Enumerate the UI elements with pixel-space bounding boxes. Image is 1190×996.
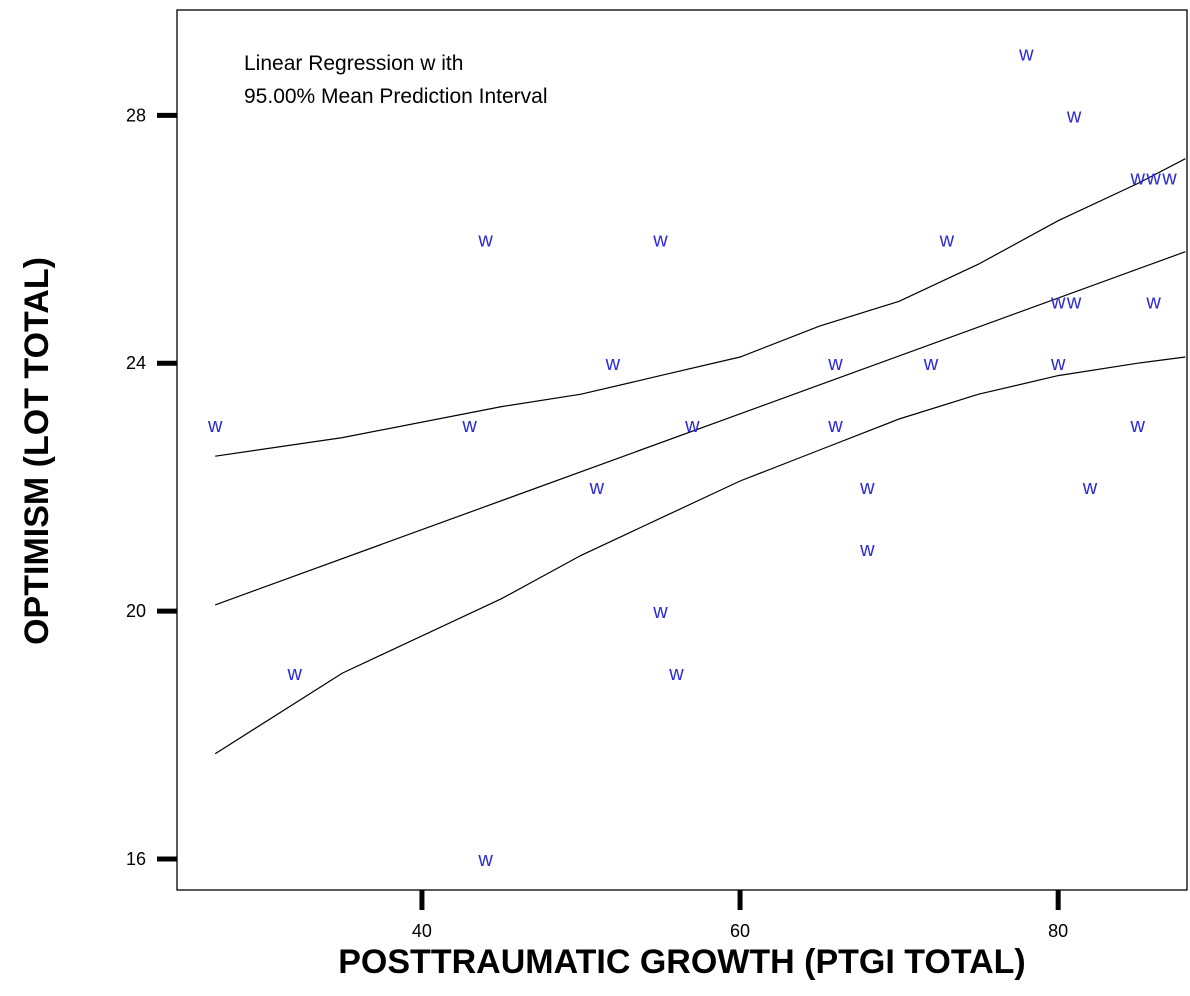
data-point: w: [1066, 291, 1082, 313]
data-point: w: [1145, 291, 1161, 313]
data-point: w: [939, 229, 955, 251]
data-point: w: [461, 415, 477, 437]
x-tick-label: 60: [730, 921, 750, 941]
x-axis-ticks: 40 60 80: [412, 890, 1068, 941]
data-point: w: [1161, 167, 1177, 189]
data-point: w: [1066, 105, 1082, 127]
data-point: w: [1129, 167, 1145, 189]
data-point: w: [859, 477, 875, 499]
plot-frame: [176, 9, 1188, 891]
data-point: w: [1129, 415, 1145, 437]
data-point: w: [477, 849, 493, 871]
data-point: w: [668, 663, 684, 685]
data-point: w: [923, 353, 939, 375]
data-point: w: [207, 415, 223, 437]
annotation-line-1: Linear Regression w ith: [244, 52, 463, 75]
x-tick-label: 80: [1048, 921, 1068, 941]
y-axis-ticks: 16 20 24 28: [126, 105, 177, 869]
x-tick-label: 40: [412, 921, 432, 941]
data-point: w: [652, 601, 668, 623]
data-point: w: [859, 539, 875, 561]
fit-line: [214, 251, 1186, 606]
data-point: w: [1050, 353, 1066, 375]
data-point: w: [1018, 43, 1034, 65]
data-point: w: [589, 477, 605, 499]
y-tick-label: 24: [126, 353, 146, 373]
lower-interval-line: [214, 356, 1186, 755]
data-point: w: [652, 229, 668, 251]
data-point: w: [1050, 291, 1066, 313]
data-point: w: [1145, 167, 1161, 189]
data-point: w: [477, 229, 493, 251]
y-tick-label: 20: [126, 601, 146, 621]
data-point: w: [684, 415, 700, 437]
data-point: w: [827, 353, 843, 375]
upper-interval-line: [215, 158, 1186, 457]
y-tick-label: 16: [126, 849, 146, 869]
data-point: w: [1082, 477, 1098, 499]
y-tick-label: 28: [126, 105, 146, 125]
data-point: w: [827, 415, 843, 437]
x-axis-title: POSTTRAUMATIC GROWTH (PTGI TOTAL): [338, 943, 1025, 981]
data-point: w: [286, 663, 302, 685]
annotation: Linear Regression w ith 95.00% Mean Pred…: [244, 52, 548, 108]
y-axis-title: OPTIMISM (LOT TOTAL): [18, 257, 56, 645]
annotation-line-2: 95.00% Mean Prediction Interval: [244, 85, 548, 108]
data-point: w: [605, 353, 621, 375]
regression-lines: [214, 158, 1186, 755]
